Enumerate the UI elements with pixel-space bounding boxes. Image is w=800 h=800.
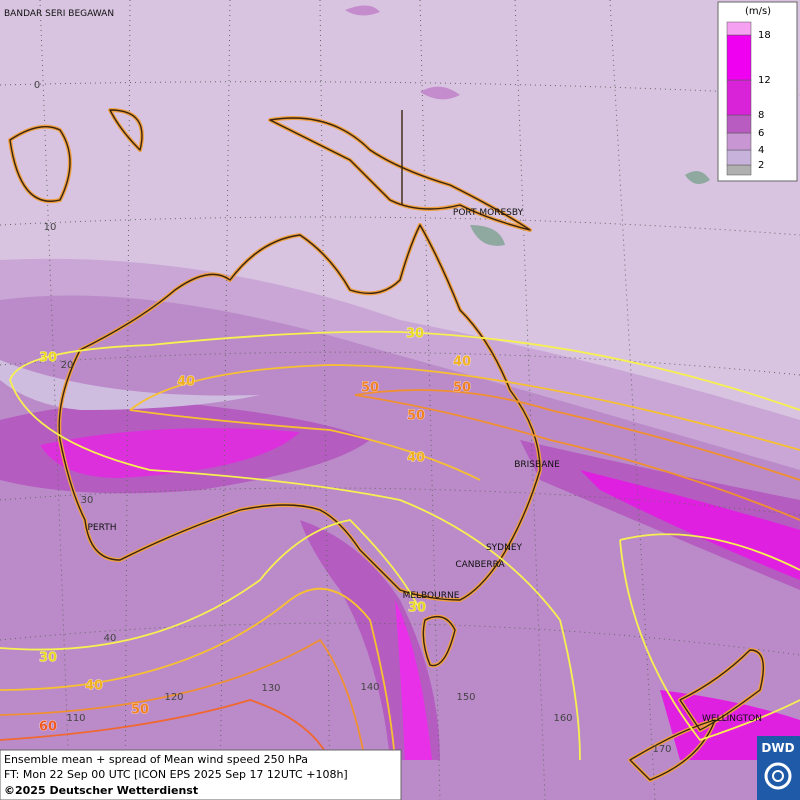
city-label: WELLINGTON (702, 714, 762, 724)
city-label: MELBOURNE (403, 591, 460, 601)
contour-label: 50 (131, 703, 149, 718)
contour-label: 50 (361, 381, 379, 396)
longitude-label: 120 (164, 692, 183, 703)
city-labels: BANDAR SERI BEGAWAN PORT MORESBY BRISBANE P… (4, 9, 762, 724)
legend-tick-label: 6 (758, 128, 764, 139)
city-label: PORT MORESBY (453, 208, 524, 218)
longitude-label: 130 (261, 683, 280, 694)
longitude-label: 170 (652, 744, 671, 755)
longitude-label: 110 (66, 713, 85, 724)
latitude-label: 40 (104, 633, 117, 644)
logo: DWD (761, 741, 794, 755)
legend-tick-label: 8 (758, 110, 764, 121)
contour-label: 30 (39, 651, 57, 666)
contour-label: 40 (85, 679, 103, 694)
contour-label: 40 (177, 375, 195, 390)
city-label: SYDNEY (486, 543, 523, 553)
grid-labels: 0 10 20 30 40 110 120 130 140 150 160 170 (34, 80, 672, 755)
city-label: PERTH (88, 523, 117, 533)
footer-line: Ensemble mean + spread of Mean wind spee… (4, 753, 308, 766)
latitude-label: 20 (61, 360, 74, 371)
latitude-label: 10 (44, 222, 57, 233)
legend-unit: (m/s) (745, 6, 771, 17)
legend-swatch (726, 164, 752, 176)
legend-swatch (726, 21, 752, 36)
contours (0, 330, 800, 761)
contour-label: 40 (407, 451, 425, 466)
contour-label: 30 (408, 601, 426, 616)
longitude-label: 160 (553, 713, 572, 724)
legend-tick-label: 2 (758, 160, 764, 171)
contour-label: 30 (406, 327, 424, 342)
legend-swatch (726, 114, 752, 134)
legend-tick-label: 18 (758, 30, 771, 41)
city-label: BANDAR SERI BEGAWAN (4, 9, 114, 19)
city-label: CANBERRA (455, 560, 505, 570)
city-label: BRISBANE (514, 460, 560, 470)
footer-line: ©2025 Deutscher Wetterdienst (4, 784, 198, 797)
logo-icon (772, 770, 784, 782)
latitude-label: 30 (81, 495, 94, 506)
legend-swatch (726, 132, 752, 151)
longitude-label: 150 (456, 692, 475, 703)
legend-swatch (726, 34, 752, 81)
coastlines (8, 108, 766, 782)
legend: (m/s) 2 4 6 8 12 18 (717, 1, 798, 182)
contour-label: 50 (453, 381, 471, 396)
longitude-label: 140 (360, 682, 379, 693)
contour-label: 30 (39, 351, 57, 366)
legend-swatch (726, 149, 752, 166)
latitude-label: 0 (34, 80, 40, 91)
contour-label: 50 (407, 409, 425, 424)
legend-tick-label: 4 (758, 145, 764, 156)
legend-tick-label: 12 (758, 75, 771, 86)
contour-label: 60 (39, 720, 57, 735)
contour-label: 40 (453, 355, 471, 370)
footer-box (0, 749, 402, 800)
footer-line: FT: Mon 22 Sep 00 UTC [ICON EPS 2025 Sep… (4, 768, 348, 781)
contour-labels: 30 40 50 50 30 40 50 40 30 30 40 50 60 (39, 326, 472, 735)
logo-icon (764, 762, 792, 790)
legend-swatch (726, 79, 752, 116)
